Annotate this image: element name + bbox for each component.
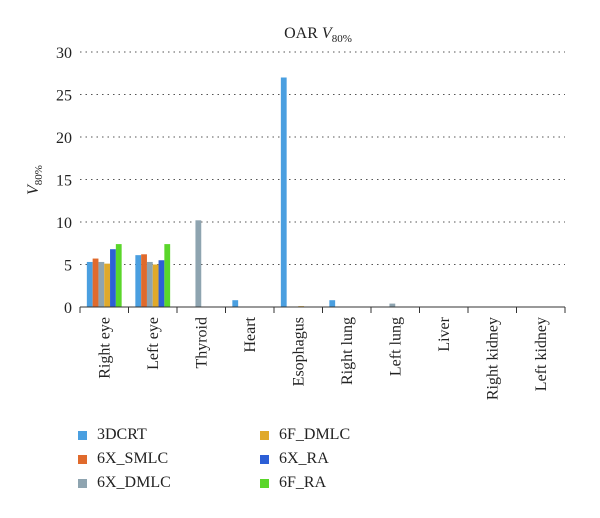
chart-title: OAR V80% xyxy=(284,25,352,45)
y-tick-label: 15 xyxy=(56,173,72,190)
legend-label: 6X_DMLC xyxy=(97,474,171,491)
bar xyxy=(110,249,116,307)
x-tick-label: Left lung xyxy=(387,317,404,376)
x-tick-label: Thyroid xyxy=(193,317,210,369)
bars xyxy=(86,77,396,307)
bar xyxy=(86,261,93,307)
legend-swatch xyxy=(260,454,269,464)
bar xyxy=(232,300,239,307)
legend-swatch xyxy=(260,430,269,440)
y-tick-labels: 0 5 10 15 20 25 30 xyxy=(56,45,72,317)
x-tick-labels: Right eye Left eye Thyroid Heart Esophagus Ri… xyxy=(96,316,550,400)
bar xyxy=(152,264,159,307)
y-tick-label: 20 xyxy=(56,130,72,147)
bar xyxy=(135,255,142,307)
legend-item: 6F_DMLC xyxy=(260,426,350,444)
legend-item: 6X_RA xyxy=(260,450,329,468)
bar-chart: OAR V80% V80% 0 5 10 15 20 25 30 Right eye Left… xyxy=(25,25,566,400)
y-axis-label: V80% xyxy=(25,165,45,195)
bar xyxy=(164,244,171,307)
x-tick-label: Esophagus xyxy=(290,317,307,386)
bar xyxy=(115,244,122,307)
x-tick-label: Heart xyxy=(242,316,259,352)
legend-label: 6X_SMLC xyxy=(97,450,169,467)
bar xyxy=(280,77,287,307)
legend-label: 6F_DMLC xyxy=(279,426,351,443)
legend-item: 6X_SMLC xyxy=(78,450,168,468)
bar xyxy=(98,261,105,307)
y-tick-label: 10 xyxy=(56,215,72,232)
y-tick-label: 0 xyxy=(64,300,72,317)
legend: 3DCRT 6X_SMLC 6X_DMLC 6F_DMLC 6X_RA 6F_RA xyxy=(78,426,498,506)
legend-label: 6X_RA xyxy=(279,450,329,467)
x-tick-label: Left kidney xyxy=(533,317,550,391)
legend-label: 6F_RA xyxy=(279,474,327,491)
x-tick-label: Right eye xyxy=(96,317,113,379)
gridlines xyxy=(80,51,565,265)
bar xyxy=(146,261,153,307)
y-tick-label: 5 xyxy=(64,258,72,275)
bar xyxy=(195,220,202,307)
bar xyxy=(158,260,165,307)
x-tick-label: Left eye xyxy=(145,317,162,370)
bar xyxy=(389,303,396,307)
bar xyxy=(141,254,147,307)
legend-swatch xyxy=(78,454,87,464)
x-tick-label: Right kidney xyxy=(484,317,501,400)
legend-item: 3DCRT xyxy=(78,426,147,444)
legend-item: 6F_RA xyxy=(260,474,326,492)
bar xyxy=(104,263,111,307)
bar xyxy=(329,300,336,307)
legend-swatch xyxy=(78,430,87,440)
x-axis xyxy=(79,306,566,313)
x-tick-label: Liver xyxy=(436,316,453,351)
legend-label: 3DCRT xyxy=(97,426,147,443)
legend-swatch xyxy=(260,478,269,488)
x-tick-label: Right lung xyxy=(339,317,356,385)
bar xyxy=(92,258,99,307)
y-tick-label: 30 xyxy=(56,45,72,62)
y-tick-label: 25 xyxy=(56,88,72,105)
legend-swatch xyxy=(78,478,87,488)
legend-item: 6X_DMLC xyxy=(78,474,171,492)
